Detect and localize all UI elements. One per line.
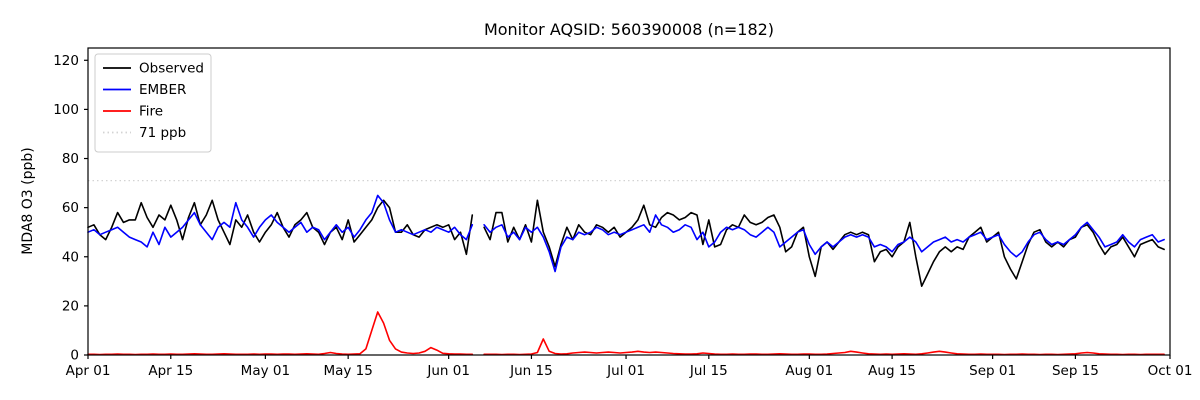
plot-border xyxy=(87,47,1171,356)
y-tick-label: 20 xyxy=(62,298,79,314)
series-line-ember xyxy=(87,194,1165,273)
x-tick-label: May 15 xyxy=(323,363,372,379)
x-tick-label: Jul 15 xyxy=(689,363,728,379)
y-axis-label: MDA8 O3 (ppb) xyxy=(20,147,36,255)
legend-label-fire: Fire xyxy=(139,104,163,120)
x-tick-label: Oct 01 xyxy=(1148,363,1193,379)
x-tick-label: Sep 15 xyxy=(1052,363,1099,379)
x-tick-label: Apr 15 xyxy=(148,363,193,379)
legend-box xyxy=(94,53,212,153)
x-tick-label: Jun 01 xyxy=(426,363,470,379)
x-tick-label: Jul 01 xyxy=(606,363,645,379)
y-tick-label: 60 xyxy=(62,200,79,216)
y-tick-label: 80 xyxy=(62,151,79,167)
x-tick-label: Apr 01 xyxy=(66,363,111,379)
x-tick-label: Aug 01 xyxy=(785,363,833,379)
x-tick-label: Aug 15 xyxy=(868,363,916,379)
y-tick-label: 0 xyxy=(70,348,79,364)
legend-label-observed: Observed xyxy=(139,61,204,77)
y-tick-label: 100 xyxy=(53,102,79,118)
y-tick-label: 40 xyxy=(62,249,79,265)
legend-label-71-ppb: 71 ppb xyxy=(139,125,186,141)
series-line-observed xyxy=(87,199,1165,287)
x-tick-label: Jun 15 xyxy=(509,363,553,379)
series-line-fire xyxy=(87,311,1165,356)
x-tick-label: Sep 01 xyxy=(969,363,1016,379)
legend-label-ember: EMBER xyxy=(139,82,186,98)
x-tick-label: May 01 xyxy=(241,363,290,379)
chart-title: Monitor AQSID: 560390008 (n=182) xyxy=(483,20,775,39)
y-tick-label: 120 xyxy=(53,53,79,69)
